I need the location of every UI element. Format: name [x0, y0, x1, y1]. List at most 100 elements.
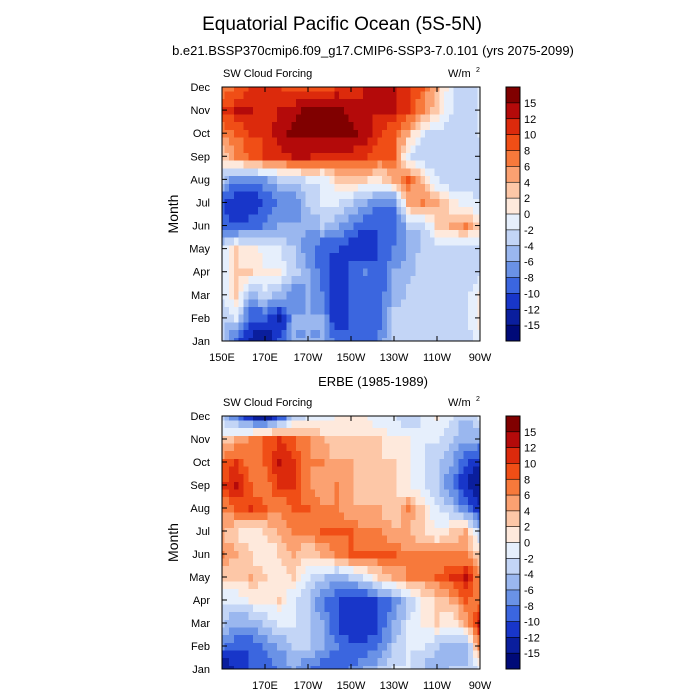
colorbar-box [506, 542, 520, 559]
heatmap-cell [477, 649, 480, 659]
heatmap-cell [468, 244, 474, 254]
heatmap-cell [343, 267, 350, 277]
heatmap-cell [315, 87, 321, 92]
heatmap-cell [472, 260, 479, 269]
heatmap-cell [420, 206, 426, 215]
heatmap-cell [353, 504, 359, 513]
heatmap-cell [382, 527, 388, 536]
heatmap-cell [468, 290, 474, 300]
colorbar-box [506, 447, 520, 464]
heatmap-cell [343, 419, 350, 429]
heatmap-cell [281, 98, 288, 107]
heatmap-cell [396, 596, 402, 605]
heatmap-cell [367, 252, 374, 261]
heatmap-cell [243, 649, 249, 659]
heatmap-cell [348, 183, 354, 192]
heatmap-cell [224, 473, 230, 482]
heatmap-cell [224, 190, 230, 200]
heatmap-cell [243, 267, 249, 277]
heatmap-cell [286, 137, 292, 146]
heatmap-cell [272, 416, 278, 421]
heatmap-cell [386, 244, 393, 254]
heatmap-cell [315, 314, 321, 323]
heatmap-cell [420, 596, 426, 605]
heatmap-cell [257, 504, 264, 513]
y-axis-label: Month [165, 523, 181, 562]
heatmap-cell [472, 588, 479, 597]
heatmap-cell [382, 144, 388, 154]
heatmap-cell [329, 665, 335, 669]
heatmap-cell [243, 511, 249, 521]
heatmap-cell [353, 306, 359, 315]
heatmap-cell [300, 306, 307, 315]
heatmap-cell [238, 267, 245, 277]
heatmap-cell [358, 190, 364, 200]
heatmap-cell [324, 306, 331, 315]
heatmap-cell [468, 450, 474, 459]
heatmap-cell [415, 306, 421, 315]
heatmap-cell [233, 588, 240, 597]
heatmap-cell [224, 580, 230, 590]
heatmap-cell [222, 450, 225, 459]
heatmap-cell [468, 435, 474, 444]
heatmap-cell [315, 450, 321, 459]
heatmap-cell [272, 183, 278, 192]
heatmap-cell [382, 603, 388, 613]
heatmap-cell [262, 580, 268, 590]
heatmap-cell [257, 442, 264, 452]
heatmap-cell [448, 298, 455, 307]
heatmap-cell [448, 98, 455, 107]
heatmap-cell [367, 488, 374, 498]
heatmap-cell [281, 611, 288, 620]
heatmap-cell [334, 442, 340, 452]
heatmap-cell [310, 244, 316, 254]
heatmap-cell [477, 534, 480, 544]
heatmap-cell [238, 137, 245, 146]
heatmap-cell [391, 167, 397, 177]
heatmap-cell [353, 542, 359, 551]
heatmap-cell [382, 611, 388, 620]
heatmap-cell [434, 527, 440, 536]
heatmap-cell [468, 580, 474, 590]
heatmap-cell [377, 596, 383, 605]
heatmap-cell [319, 619, 326, 628]
heatmap-cell [243, 481, 249, 490]
heatmap-cell [453, 511, 460, 521]
heatmap-cell [291, 442, 297, 452]
heatmap-cell [286, 550, 292, 559]
heatmap-cell [324, 314, 331, 323]
heatmap-cell [222, 657, 225, 666]
heatmap-cell [405, 473, 412, 482]
heatmap-cell [448, 619, 455, 628]
heatmap-cell [401, 190, 407, 200]
heatmap-cell [425, 435, 431, 444]
heatmap-cell [444, 619, 450, 628]
heatmap-cell [401, 329, 407, 338]
heatmap-cell [222, 260, 225, 269]
heatmap-cell [425, 329, 431, 338]
heatmap-cell [343, 442, 350, 452]
heatmap-cell [238, 596, 245, 605]
heatmap-cell [229, 106, 235, 115]
heatmap-cell [420, 519, 426, 528]
heatmap-cell [353, 98, 359, 107]
heatmap-cell [257, 137, 264, 146]
heatmap-cell [224, 137, 230, 146]
heatmap-cell [262, 435, 268, 444]
heatmap-cell [448, 488, 455, 498]
heatmap-cell [429, 473, 436, 482]
heatmap-cell [396, 175, 402, 184]
heatmap-cell [238, 465, 245, 475]
heatmap-cell [367, 496, 374, 505]
heatmap-cell [291, 542, 297, 551]
heatmap-cell [425, 442, 431, 452]
heatmap-cell [439, 534, 445, 544]
heatmap-cell [329, 473, 335, 482]
heatmap-cell [372, 527, 378, 536]
heatmap-cell [425, 229, 431, 238]
heatmap-cell [222, 588, 225, 597]
heatmap-cell [386, 665, 393, 669]
heatmap-cell [324, 175, 331, 184]
heatmap-cell [444, 596, 450, 605]
colorbar-box [506, 605, 520, 622]
